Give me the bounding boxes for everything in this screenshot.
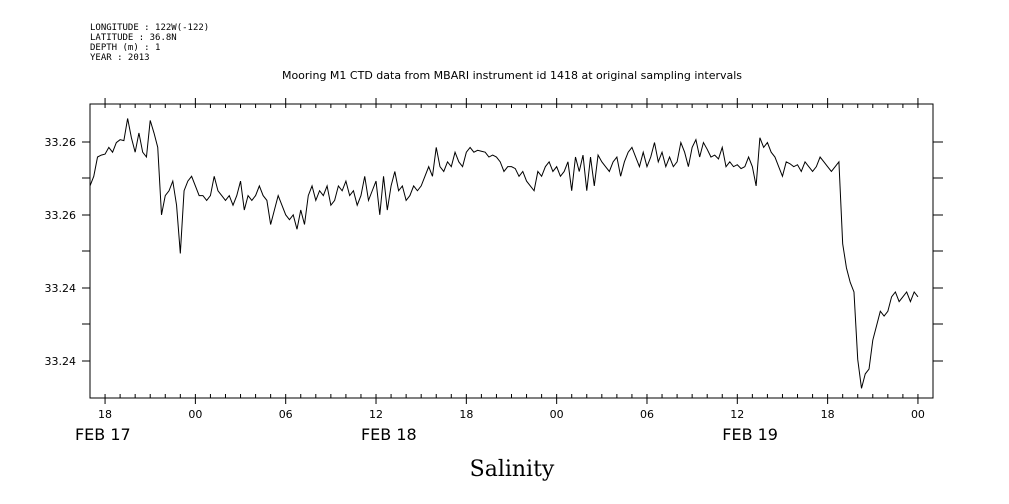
day-label: FEB 19	[722, 425, 778, 444]
x-tick-label: 00	[911, 408, 925, 421]
y-tick-label: 33.26	[45, 136, 77, 149]
x-major-ticks	[104, 98, 919, 404]
day-label: FEB 18	[361, 425, 417, 444]
x-tick-label: 18	[821, 408, 835, 421]
x-axis-label: Salinity	[470, 457, 555, 482]
x-tick-label: 12	[369, 408, 383, 421]
day-label: FEB 17	[75, 425, 131, 444]
header-year: YEAR : 2013	[90, 53, 150, 63]
y-tick-label: 33.24	[45, 355, 77, 368]
x-tick-label: 06	[640, 408, 654, 421]
y-tick-labels: 33.26 33.26 33.24 33.24	[45, 136, 77, 368]
chart-title: Mooring M1 CTD data from MBARI instrumen…	[282, 69, 742, 82]
y-tick-label: 33.24	[45, 282, 77, 295]
day-labels: FEB 17 FEB 18 FEB 19	[75, 425, 778, 444]
plot-frame	[89, 103, 934, 399]
header-longitude: LONGITUDE : 122W(-122)	[90, 23, 209, 33]
header-depth: DEPTH (m) : 1	[90, 43, 160, 53]
x-minor-ticks	[89, 104, 934, 398]
x-tick-labels: 18 00 06 12 18 00 06 12 18 00	[98, 408, 925, 421]
x-tick-label: 18	[98, 408, 112, 421]
y-ticks	[82, 141, 943, 362]
metadata-header: LONGITUDE : 122W(-122) LATITUDE : 36.8N …	[90, 23, 209, 63]
salinity-series-line	[89, 118, 919, 389]
x-tick-label: 00	[550, 408, 564, 421]
x-tick-label: 12	[730, 408, 744, 421]
x-tick-label: 06	[279, 408, 293, 421]
x-tick-label: 00	[188, 408, 202, 421]
y-tick-label: 33.26	[45, 209, 77, 222]
x-tick-label: 18	[459, 408, 473, 421]
header-latitude: LATITUDE : 36.8N	[90, 33, 177, 43]
